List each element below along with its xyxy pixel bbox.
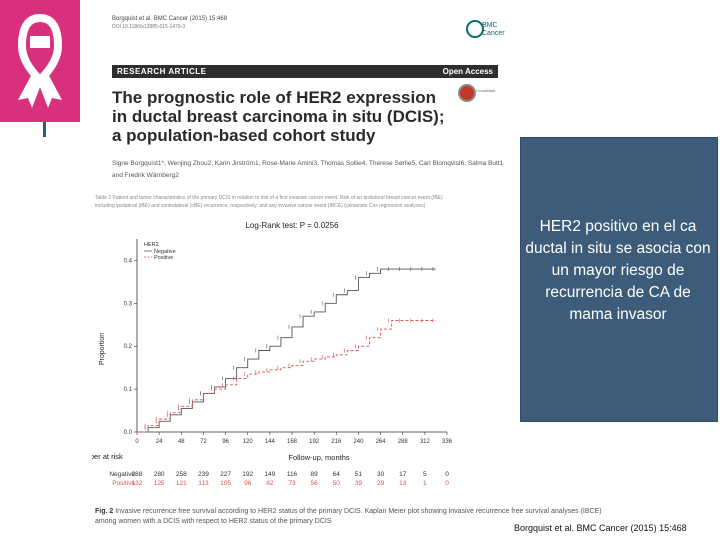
- kaplan-meier-chart: Log-Rank test: P = 0.0256 Proportion Fol…: [92, 221, 453, 487]
- risk-value: 89: [311, 471, 319, 478]
- risk-value: 64: [333, 471, 341, 478]
- risk-value: 125: [154, 480, 165, 487]
- risk-value: 1: [423, 480, 427, 487]
- y-axis-label: Proportion: [99, 333, 106, 365]
- risk-value: 82: [266, 480, 274, 487]
- legend-entry: Negative: [154, 249, 176, 255]
- risk-value: 30: [377, 471, 385, 478]
- risk-value: 56: [311, 480, 319, 487]
- risk-table-header: Number at risk: [92, 452, 123, 461]
- x-tick-label: 168: [287, 439, 298, 445]
- table-caption: Table 2 Patient and tumor characteristic…: [95, 195, 443, 209]
- legend-title: HER2: [144, 242, 159, 248]
- chart-title: Log-Rank test: P = 0.0256: [245, 221, 339, 230]
- x-tick-label: 192: [309, 439, 320, 445]
- risk-value: 0: [445, 480, 449, 487]
- y-tick-label: 0.1: [124, 387, 133, 393]
- risk-value: 288: [132, 471, 143, 478]
- risk-value: 239: [198, 471, 209, 478]
- x-tick-label: 312: [420, 439, 431, 445]
- x-tick-label: 216: [331, 439, 342, 445]
- risk-value: 258: [176, 471, 187, 478]
- legend-entry: Positive: [154, 255, 173, 261]
- y-tick-label: 0.3: [124, 301, 133, 307]
- risk-value: 0: [445, 471, 449, 478]
- risk-value: 29: [377, 480, 385, 487]
- figure-caption: Fig. 2 Invasive recurrence free survival…: [95, 507, 620, 527]
- article-type: RESEARCH ARTICLE: [117, 67, 207, 76]
- x-tick-label: 264: [376, 439, 387, 445]
- risk-value: 149: [264, 471, 275, 478]
- chart-axes: 0.0 0.1 0.2 0.3 0.4 0 24 48 72 96 120 144 168 192 216 2…: [124, 239, 453, 445]
- risk-value: 73: [288, 480, 296, 487]
- paper-authors: Signe Borgquist1*, Wenjing Zhou2, Karin …: [112, 160, 504, 179]
- x-tick-label: 72: [200, 439, 207, 445]
- risk-value: 13: [399, 480, 407, 487]
- series-line-positive: [137, 320, 436, 433]
- paper-screenshot: Borgquist et al. BMC Cancer (2015) 15:46…: [92, 14, 602, 525]
- y-tick-label: 0.0: [124, 430, 133, 436]
- x-tick-label: 48: [178, 439, 185, 445]
- y-tick-label: 0.2: [124, 344, 133, 350]
- bmc-logo: BMC Cancer: [464, 14, 505, 48]
- summary-panel: [520, 137, 718, 422]
- bmc-logo-text: BMC Cancer: [482, 22, 505, 37]
- risk-value: 39: [355, 480, 363, 487]
- paper-citation: Borgquist et al. BMC Cancer (2015) 15:46…: [112, 16, 228, 22]
- risk-row-label: Positive: [112, 480, 135, 487]
- risk-value: 116: [287, 471, 298, 478]
- x-tick-label: 120: [243, 439, 254, 445]
- risk-value: 96: [244, 480, 252, 487]
- x-tick-label: 288: [398, 439, 409, 445]
- crossmark-icon: [458, 84, 476, 102]
- logo-accent-line: [43, 122, 46, 137]
- chart-series: [137, 267, 436, 433]
- risk-value: 113: [198, 480, 209, 487]
- crossmark-label: CrossMark: [476, 88, 496, 93]
- x-tick-label: 240: [353, 439, 364, 445]
- x-tick-label: 336: [442, 439, 453, 445]
- x-tick-label: 144: [265, 439, 276, 445]
- figure-caption-label: Fig. 2: [95, 508, 114, 515]
- x-axis-label: Follow-up, months: [288, 453, 350, 462]
- risk-value: 227: [220, 471, 231, 478]
- summary-panel-text: HER2 positivo en el ca ductal in situ se…: [525, 218, 711, 323]
- bmc-circle-icon: [466, 20, 484, 38]
- pink-ribbon-icon: [17, 13, 63, 108]
- risk-value: 51: [355, 471, 363, 478]
- x-tick-label: 24: [156, 439, 163, 445]
- risk-value: 192: [242, 471, 253, 478]
- risk-value: 280: [154, 471, 165, 478]
- risk-value: 105: [220, 480, 231, 487]
- risk-value: 17: [399, 471, 407, 478]
- figure-caption-text: Invasive recurrence free survival accord…: [95, 508, 602, 525]
- paper-title: The prognostic role of HER2 expression i…: [112, 88, 445, 145]
- risk-value: 50: [333, 480, 341, 487]
- open-access-label: Open Access: [442, 67, 493, 76]
- x-tick-label: 96: [222, 439, 229, 445]
- risk-value: 132: [132, 480, 143, 487]
- research-article-bar: RESEARCH ARTICLE Open Access: [112, 65, 498, 78]
- risk-value: 121: [176, 480, 187, 487]
- x-tick-label: 0: [135, 439, 139, 445]
- paper-doi: DOI 10.1186/s12885-015-1479-3: [112, 24, 186, 30]
- risk-row-label: Negative: [109, 471, 135, 478]
- risk-value: 5: [423, 471, 427, 478]
- source-citation: Borgquist et al. BMC Cancer (2015) 15:46…: [514, 523, 687, 533]
- series-line-negative: [137, 268, 436, 433]
- y-tick-label: 0.4: [124, 258, 133, 264]
- pink-ribbon-logo: [0, 0, 80, 122]
